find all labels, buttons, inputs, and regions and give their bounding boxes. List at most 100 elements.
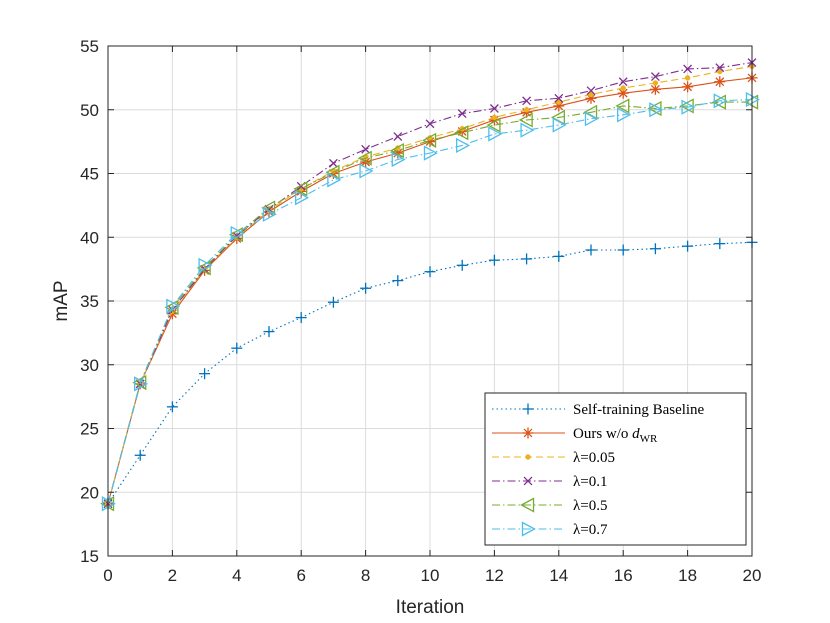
data-point-marker [522, 403, 534, 415]
y-tick-label: 50 [80, 101, 99, 120]
data-point-marker [647, 100, 662, 117]
legend-item: Self-training Baseline [492, 402, 705, 418]
y-tick-label: 15 [80, 547, 99, 566]
x-tick-label: 16 [614, 566, 633, 585]
data-point-marker [392, 275, 404, 287]
data-point-marker [649, 102, 664, 118]
series-line [107, 101, 752, 504]
x-tick-label: 0 [103, 566, 112, 585]
data-point-marker [617, 107, 632, 123]
data-point-marker [518, 112, 533, 128]
legend-item: λ=0.1 [492, 474, 607, 490]
series-line [107, 241, 753, 505]
data-point-marker [683, 64, 693, 74]
data-point-marker [198, 257, 213, 273]
data-point-marker [425, 119, 435, 129]
data-point-marker [486, 117, 501, 133]
data-point-marker [652, 80, 659, 86]
y-tick-label: 40 [80, 228, 99, 247]
legend-label: λ=0.7 [573, 522, 608, 538]
data-point-marker [489, 104, 499, 113]
legend-item: Ours w/o dWR [492, 426, 658, 445]
data-point-marker [361, 144, 371, 154]
legend-box [484, 392, 747, 546]
data-point-marker [650, 72, 660, 82]
data-point-marker [521, 253, 533, 265]
data-point-marker [714, 76, 726, 88]
data-point-marker [717, 68, 723, 75]
y-tick-label: 45 [80, 165, 99, 184]
x-tick-label: 10 [421, 566, 440, 585]
legend: Self-training Baseline Ours w/o dWR λ=0.05… [484, 392, 747, 546]
data-point-marker [521, 521, 536, 537]
x-tick-label: 6 [296, 566, 305, 585]
data-point-marker [491, 114, 498, 121]
data-point-marker [522, 427, 534, 439]
data-point-marker [228, 227, 243, 243]
data-point-marker [360, 282, 372, 294]
data-point-marker [164, 299, 179, 315]
data-point-marker [456, 259, 468, 271]
data-point-marker [586, 86, 596, 96]
legend-item: λ=0.05 [492, 450, 615, 466]
data-point-marker [457, 109, 467, 118]
x-tick-label: 20 [743, 566, 762, 585]
data-point-marker [522, 96, 532, 106]
data-point-marker [525, 454, 531, 460]
data-point-marker [134, 449, 146, 461]
data-point-marker [649, 83, 661, 95]
data-point-marker [293, 181, 308, 197]
x-tick-label: 14 [549, 566, 568, 585]
data-point-marker [713, 93, 728, 109]
data-point-marker [679, 98, 694, 114]
data-point-marker [357, 150, 372, 166]
legend-label: λ=0.5 [573, 498, 607, 514]
data-point-marker [523, 107, 530, 113]
y-tick-label: 25 [80, 420, 99, 439]
data-point-marker [617, 244, 629, 256]
series-5 [101, 91, 760, 512]
data-point-marker [584, 111, 599, 127]
y-tick-label: 55 [80, 37, 99, 56]
data-point-marker [554, 93, 564, 103]
legend-item: λ=0.5 [492, 497, 607, 514]
y-tick-label: 35 [80, 292, 99, 311]
data-point-marker [263, 326, 275, 338]
data-point-marker [681, 99, 696, 115]
legend-label: Ours w/o dWR [573, 426, 658, 445]
data-point-marker [456, 137, 471, 154]
data-point-marker [714, 238, 726, 250]
series-line [107, 99, 753, 504]
data-point-marker [620, 85, 626, 91]
legend-label: λ=0.1 [573, 474, 607, 490]
data-point-marker [327, 172, 342, 188]
data-point-marker [553, 250, 565, 262]
data-point-marker [327, 296, 339, 308]
data-point-marker [295, 312, 307, 324]
data-point-marker [711, 94, 726, 110]
series-group [100, 58, 760, 512]
x-tick-label: 8 [361, 566, 370, 585]
data-point-marker [556, 99, 562, 105]
x-tick-label: 2 [168, 566, 177, 585]
data-point-marker [389, 142, 404, 159]
data-point-marker [295, 190, 310, 206]
data-point-marker [715, 63, 725, 73]
data-point-marker [615, 98, 630, 114]
data-point-marker [199, 368, 211, 380]
y-tick-label: 20 [80, 483, 99, 502]
data-point-marker [585, 244, 597, 256]
data-point-marker [134, 376, 149, 392]
y-axis-title: mAP [51, 280, 72, 321]
x-tick-label: 4 [232, 566, 241, 585]
data-point-marker [588, 91, 594, 98]
data-point-marker [391, 151, 406, 168]
data-point-marker [359, 163, 374, 179]
legend-label: Self-training Baseline [573, 402, 705, 418]
data-point-marker [328, 158, 338, 168]
data-point-marker [166, 298, 181, 314]
data-point-marker [166, 401, 178, 413]
data-point-marker [488, 126, 503, 142]
data-point-marker [682, 81, 694, 93]
data-point-marker [423, 145, 438, 161]
